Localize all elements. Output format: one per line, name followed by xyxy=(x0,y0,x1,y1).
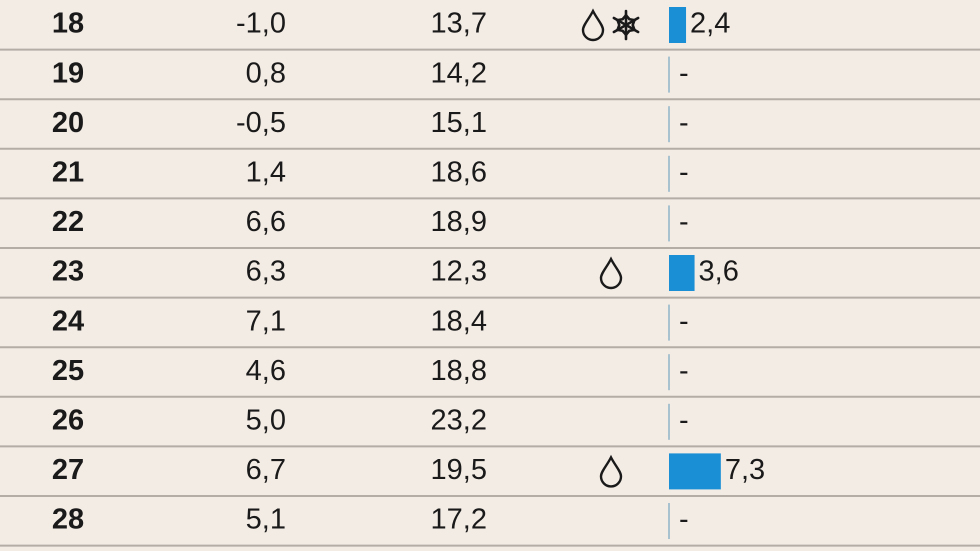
precip-label: - xyxy=(679,57,689,89)
min-temp: 6,7 xyxy=(246,454,286,486)
max-temp: 19,5 xyxy=(431,454,487,486)
precip-label: - xyxy=(679,504,689,536)
max-temp: 23,2 xyxy=(431,404,487,436)
precip-label: - xyxy=(679,355,689,387)
precip-label: 2,4 xyxy=(690,8,730,40)
min-temp: 6,3 xyxy=(246,256,286,288)
rain-icon xyxy=(599,454,623,488)
min-temp: -0,5 xyxy=(236,107,286,139)
min-temp: 0,8 xyxy=(246,57,286,89)
min-temp: 7,1 xyxy=(246,305,286,337)
day: 18 xyxy=(52,8,84,40)
precip-label: 7,3 xyxy=(725,454,765,486)
day: 28 xyxy=(52,504,84,536)
day: 20 xyxy=(52,107,84,139)
max-temp: 12,3 xyxy=(431,256,487,288)
day: 21 xyxy=(52,156,84,188)
day: 26 xyxy=(52,404,84,436)
day: 24 xyxy=(52,305,84,337)
min-temp: 5,1 xyxy=(246,504,286,536)
precip-label: - xyxy=(679,107,689,139)
precip-label: 3,6 xyxy=(699,256,739,288)
day: 27 xyxy=(52,454,84,486)
day: 23 xyxy=(52,256,84,288)
max-temp: 18,8 xyxy=(431,355,487,387)
precip-label: - xyxy=(679,404,689,436)
max-temp: 13,7 xyxy=(431,8,487,40)
max-temp: 17,2 xyxy=(431,504,487,536)
rain-icon xyxy=(599,256,623,290)
precip-bar xyxy=(669,255,695,291)
day: 22 xyxy=(52,206,84,238)
day: 25 xyxy=(52,355,84,387)
snow-tick xyxy=(628,28,636,33)
max-temp: 14,2 xyxy=(431,57,487,89)
min-temp: 4,6 xyxy=(246,355,286,387)
precip-label: - xyxy=(679,156,689,188)
precip-label: - xyxy=(679,206,689,238)
rain-icon xyxy=(581,8,605,42)
precip-label: - xyxy=(679,305,689,337)
max-temp: 18,9 xyxy=(431,206,487,238)
min-temp: -1,0 xyxy=(236,8,286,40)
snow-icon xyxy=(612,9,640,41)
max-temp: 18,6 xyxy=(431,156,487,188)
max-temp: 15,1 xyxy=(431,107,487,139)
day: 19 xyxy=(52,57,84,89)
min-temp: 6,6 xyxy=(246,206,286,238)
min-temp: 1,4 xyxy=(246,156,286,188)
snow-tick xyxy=(616,17,624,22)
precip-bar xyxy=(669,453,721,490)
min-temp: 5,0 xyxy=(246,404,286,436)
max-temp: 18,4 xyxy=(431,305,487,337)
precip-bar xyxy=(669,7,687,43)
